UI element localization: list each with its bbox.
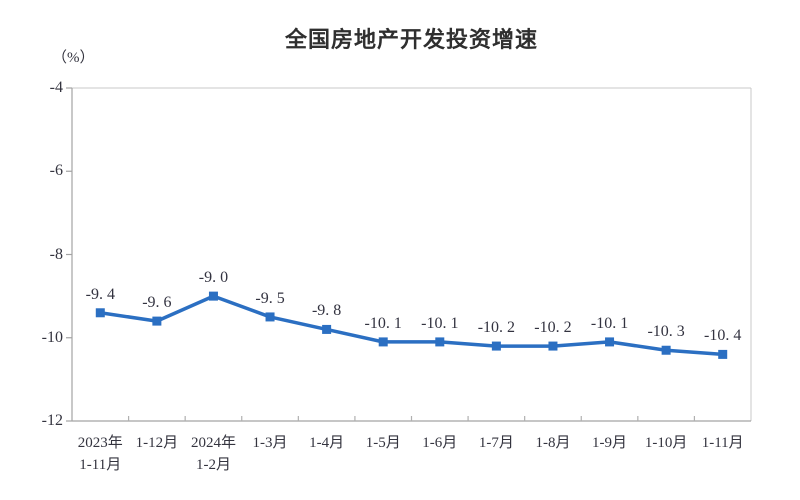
x-tick-label: 1-4月 [309,435,345,451]
data-point-label: -10. 2 [534,319,572,337]
data-point-label: -10. 1 [590,314,629,332]
data-point-label: -10. 2 [477,319,516,337]
y-tick-label: -12 [41,412,63,429]
data-point-label: -9. 5 [255,289,285,307]
data-point-marker [322,324,332,334]
x-tick-label: 1-12月 [135,435,179,451]
data-point-marker [208,291,218,301]
x-tick-label: 1-9月 [592,435,628,451]
chart-title: 全国房地产开发投资增速 [284,27,538,52]
x-tick-label: 1-11月 [701,435,744,451]
data-point-label: -10. 1 [364,314,402,332]
data-point-label: -9. 0 [198,269,229,287]
y-axis-unit-label: （%） [52,50,95,66]
data-point-label: -9. 6 [142,294,172,312]
data-point-marker [152,316,162,326]
data-point-marker [661,345,671,355]
x-tick-label: 1-5月 [365,435,401,451]
x-tick-label: 1-8月 [535,435,571,451]
data-point-label: -9. 8 [311,302,342,320]
y-tick-label: -4 [49,79,63,96]
y-tick-label: -8 [49,245,63,263]
data-point-marker [491,341,501,351]
x-tick-label: 1-6月 [422,435,458,451]
data-point-label: -9. 4 [85,285,115,303]
y-tick-label: -10 [41,328,63,346]
data-point-label: -10. 1 [421,314,459,332]
data-point-marker [435,337,445,347]
data-point-label: -10. 3 [647,323,685,341]
data-point-marker [605,337,615,347]
line-series [100,294,723,357]
data-point-marker [718,349,728,359]
y-tick-label: -6 [49,162,63,180]
x-tick-label: 2024年 1-2月 [190,435,236,473]
data-point-marker [378,337,388,347]
data-point-marker [265,312,275,322]
data-point-label: -10. 4 [704,327,742,345]
data-point-marker [95,308,105,318]
x-tick-label: 2023年 1-11月 [77,435,123,473]
data-point-marker [548,341,558,351]
x-tick-label: 1-3月 [252,435,288,451]
x-tick-label: 1-7月 [478,435,514,451]
x-tick-label: 1-10月 [644,435,688,451]
